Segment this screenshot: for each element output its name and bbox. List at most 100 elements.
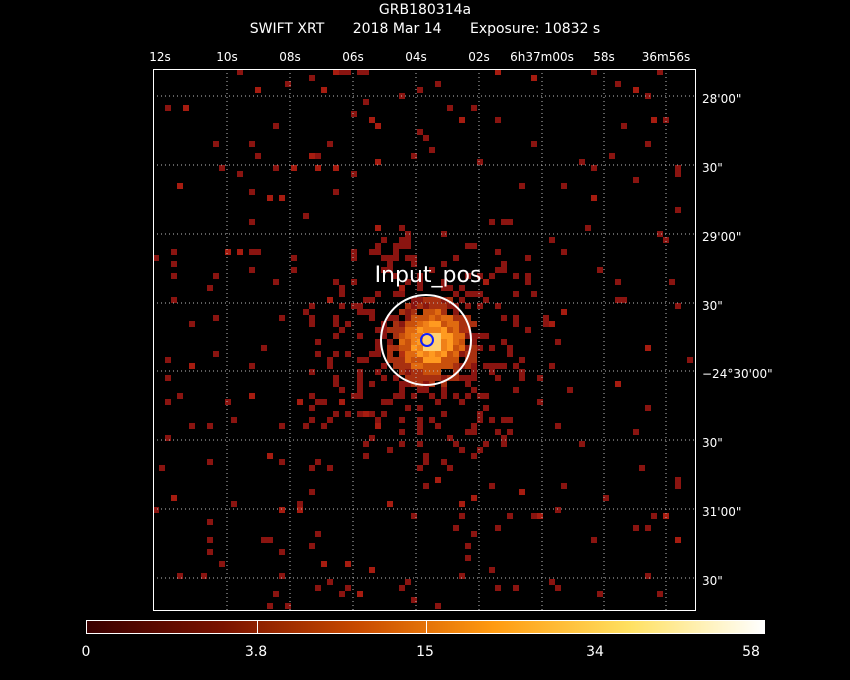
count-pixel bbox=[453, 315, 459, 321]
count-pixel bbox=[675, 483, 681, 489]
count-pixel bbox=[675, 165, 681, 171]
ra-tick-label: 10s bbox=[216, 50, 238, 64]
count-pixel bbox=[513, 315, 519, 321]
count-pixel bbox=[531, 513, 537, 519]
count-pixel bbox=[435, 375, 441, 381]
count-pixel bbox=[423, 327, 429, 333]
count-pixel bbox=[237, 69, 243, 75]
count-pixel bbox=[447, 351, 453, 357]
count-pixel bbox=[393, 249, 399, 255]
count-pixel bbox=[207, 285, 213, 291]
count-pixel bbox=[405, 405, 411, 411]
count-pixel bbox=[465, 357, 471, 363]
count-pixel bbox=[189, 363, 195, 369]
count-pixel bbox=[465, 381, 471, 387]
count-pixel bbox=[435, 297, 441, 303]
count-pixel bbox=[279, 195, 285, 201]
count-pixel bbox=[417, 363, 423, 369]
count-pixel bbox=[501, 261, 507, 267]
count-pixel bbox=[501, 219, 507, 225]
count-pixel bbox=[489, 219, 495, 225]
count-pixel bbox=[447, 297, 453, 303]
count-pixel bbox=[393, 375, 399, 381]
count-pixel bbox=[273, 165, 279, 171]
count-pixel bbox=[237, 249, 243, 255]
count-pixel bbox=[405, 309, 411, 315]
count-pixel bbox=[333, 321, 339, 327]
count-pixel bbox=[411, 351, 417, 357]
count-pixel bbox=[471, 339, 477, 345]
count-pixel bbox=[675, 171, 681, 177]
image-title: GRB180314a bbox=[378, 2, 472, 18]
count-pixel bbox=[417, 429, 423, 435]
count-pixel bbox=[591, 195, 597, 201]
count-pixel bbox=[363, 297, 369, 303]
count-pixel bbox=[405, 231, 411, 237]
count-pixel bbox=[591, 165, 597, 171]
count-pixel bbox=[393, 393, 399, 399]
count-pixel bbox=[327, 297, 333, 303]
count-pixel bbox=[459, 333, 465, 339]
count-pixel bbox=[339, 69, 345, 75]
count-pixel bbox=[549, 237, 555, 243]
count-pixel bbox=[411, 303, 417, 309]
count-pixel bbox=[471, 105, 477, 111]
colorbar-divider bbox=[257, 621, 258, 633]
count-pixel bbox=[333, 315, 339, 321]
count-pixel bbox=[459, 447, 465, 453]
count-pixel bbox=[423, 483, 429, 489]
count-pixel bbox=[285, 81, 291, 87]
count-pixel bbox=[345, 321, 351, 327]
count-pixel bbox=[339, 399, 345, 405]
count-pixel bbox=[381, 375, 387, 381]
count-pixel bbox=[249, 267, 255, 273]
count-pixel bbox=[357, 411, 363, 417]
count-pixel bbox=[411, 357, 417, 363]
count-pixel bbox=[411, 339, 417, 345]
count-pixel bbox=[279, 507, 285, 513]
dec-tick-label: −24°30'00" bbox=[702, 367, 773, 381]
dec-tick-label: 29'00" bbox=[702, 230, 742, 244]
count-pixel bbox=[369, 315, 375, 321]
count-pixel bbox=[507, 351, 513, 357]
count-pixel bbox=[525, 255, 531, 261]
color-scale-bar bbox=[86, 620, 765, 634]
count-pixel bbox=[429, 345, 435, 351]
count-pixel bbox=[429, 363, 435, 369]
count-pixel bbox=[375, 417, 381, 423]
count-pixel bbox=[645, 345, 651, 351]
count-pixel bbox=[411, 333, 417, 339]
count-pixel bbox=[393, 333, 399, 339]
count-pixel bbox=[411, 297, 417, 303]
count-pixel bbox=[363, 453, 369, 459]
count-pixel bbox=[447, 327, 453, 333]
count-pixel bbox=[447, 339, 453, 345]
count-pixel bbox=[171, 297, 177, 303]
count-pixel bbox=[315, 153, 321, 159]
count-pixel bbox=[375, 345, 381, 351]
count-pixel bbox=[471, 291, 477, 297]
count-pixel bbox=[405, 279, 411, 285]
count-pixel bbox=[471, 363, 477, 369]
count-pixel bbox=[315, 531, 321, 537]
count-pixel bbox=[357, 375, 363, 381]
count-pixel bbox=[309, 315, 315, 321]
count-pixel bbox=[477, 345, 483, 351]
count-pixel bbox=[411, 261, 417, 267]
count-pixel bbox=[351, 111, 357, 117]
count-pixel bbox=[561, 483, 567, 489]
count-pixel bbox=[423, 135, 429, 141]
count-pixel bbox=[459, 501, 465, 507]
count-pixel bbox=[315, 351, 321, 357]
count-pixel bbox=[501, 435, 507, 441]
count-pixel bbox=[429, 321, 435, 327]
count-pixel bbox=[477, 417, 483, 423]
count-pixel bbox=[429, 267, 435, 273]
count-pixel bbox=[411, 255, 417, 261]
count-pixel bbox=[513, 291, 519, 297]
count-pixel bbox=[477, 447, 483, 453]
count-pixel bbox=[645, 141, 651, 147]
count-pixel bbox=[417, 285, 423, 291]
count-pixel bbox=[453, 441, 459, 447]
count-pixel bbox=[417, 441, 423, 447]
